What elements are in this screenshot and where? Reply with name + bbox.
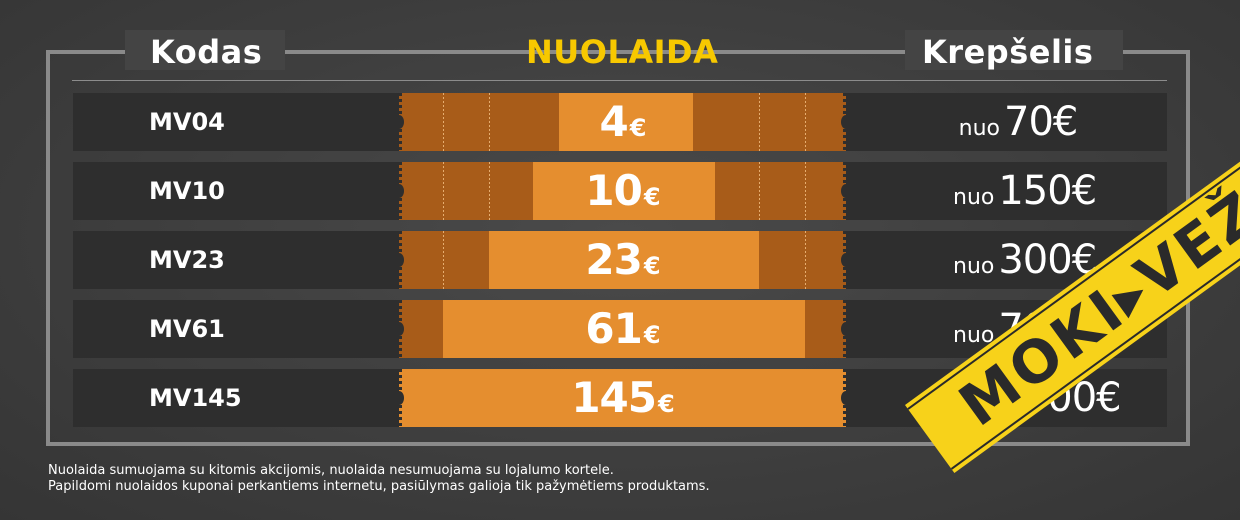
- table-row: MV23 23€ nuo 300€: [73, 231, 1167, 289]
- header-divider: [72, 80, 1167, 81]
- header-code: Kodas: [150, 33, 263, 71]
- header-discount: NUOLAIDA: [526, 33, 719, 71]
- cart-threshold: nuo 150€: [953, 168, 1097, 214]
- coupon-code: MV145: [149, 384, 242, 412]
- discount-ticket: 10€: [399, 162, 846, 220]
- table-row: MV10 10€ nuo 150€: [73, 162, 1167, 220]
- discount-amount: 4€: [599, 97, 647, 146]
- header-cart: Krepšelis: [922, 33, 1094, 71]
- table-row: MV04 4€ nuo 70€: [73, 93, 1167, 151]
- coupon-code: MV23: [149, 246, 225, 274]
- footnote-line-1: Nuolaida sumuojama su kitomis akcijomis,…: [48, 463, 614, 478]
- coupon-code: MV61: [149, 315, 225, 343]
- coupon-code: MV04: [149, 108, 225, 136]
- cart-threshold: nuo 70€: [958, 99, 1079, 145]
- discount-amount: 145€: [571, 373, 674, 422]
- discount-ticket: 145€: [399, 369, 846, 427]
- discount-ticket: 23€: [399, 231, 846, 289]
- footnote-line-2: Papildomi nuolaidos kuponai perkantiems …: [48, 479, 710, 494]
- discount-amount: 61€: [585, 304, 660, 353]
- discount-ticket: 4€: [399, 93, 846, 151]
- frame-gap-left: [125, 30, 285, 70]
- coupon-code: MV10: [149, 177, 225, 205]
- discount-amount: 10€: [585, 166, 660, 215]
- discount-ticket: 61€: [399, 300, 846, 358]
- cart-threshold: nuo 300€: [953, 237, 1097, 283]
- frame-gap-right: [905, 30, 1123, 70]
- discount-amount: 23€: [585, 235, 660, 284]
- footnote: Nuolaida sumuojama su kitomis akcijomis,…: [48, 463, 710, 495]
